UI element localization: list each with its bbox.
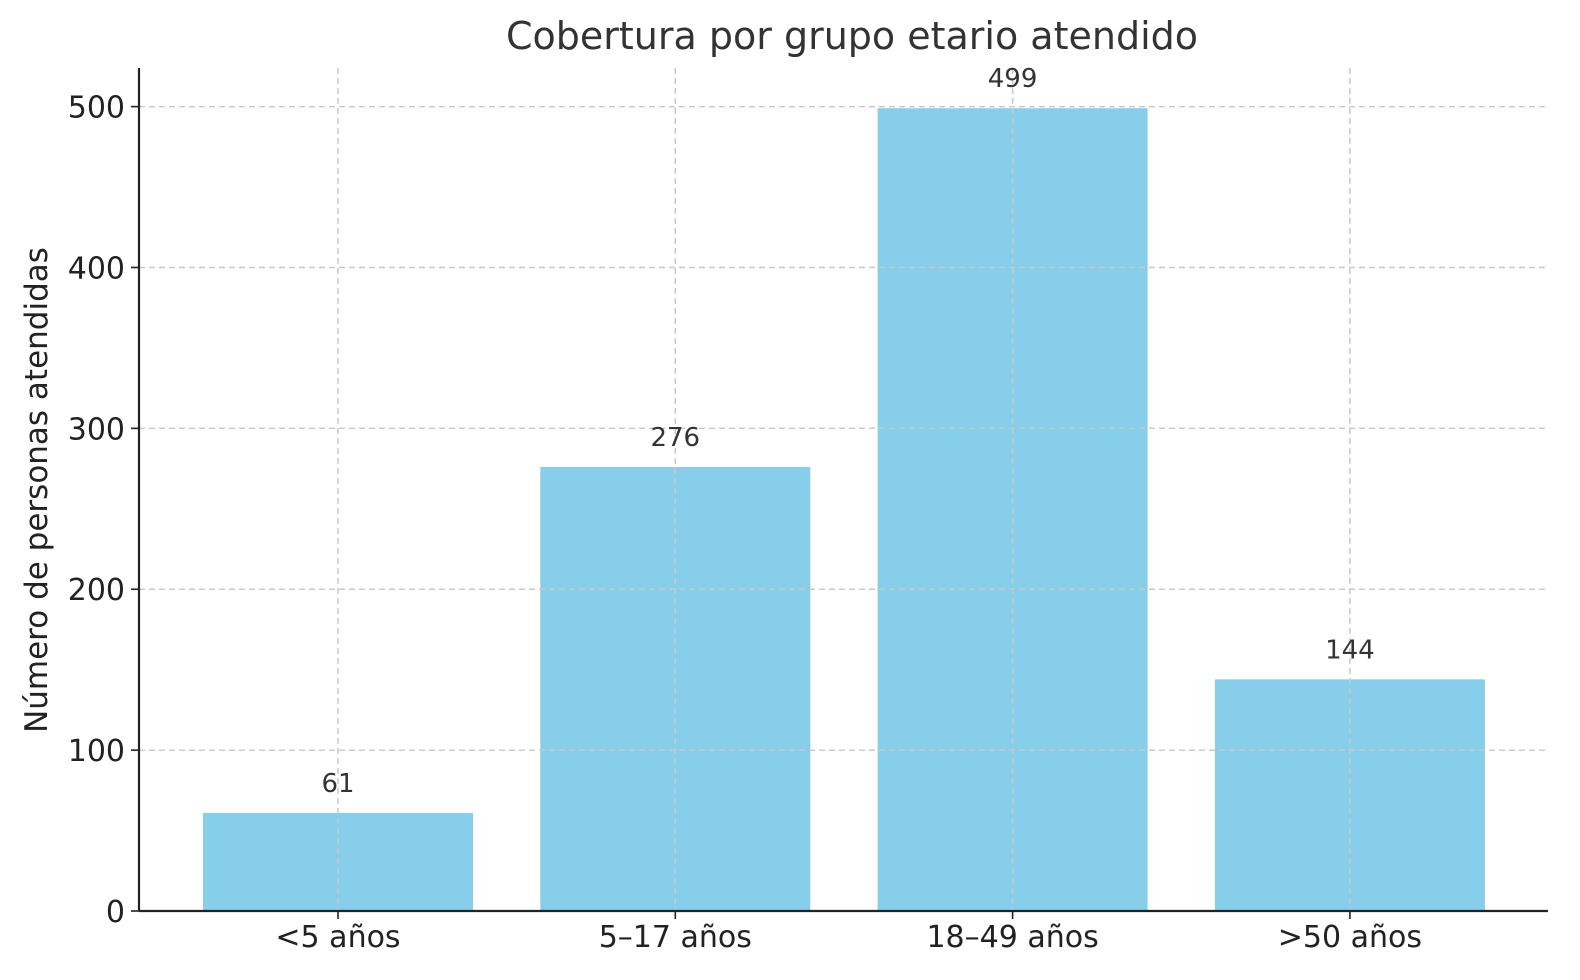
bars-layer <box>203 108 1485 911</box>
y-tick-label: 400 <box>68 251 125 286</box>
x-tick-label: >50 años <box>1278 920 1422 955</box>
data-label: 61 <box>321 769 354 799</box>
y-tick-label: 500 <box>68 91 125 126</box>
data-label: 499 <box>988 64 1038 94</box>
y-tick-label: 300 <box>68 412 125 447</box>
labels-layer: 0 100 200 300 400 500 <5 años 5–17 años 18–49 añ… <box>68 64 1422 955</box>
y-tick-label: 100 <box>68 734 125 769</box>
y-tick-label: 0 <box>106 895 125 930</box>
grid-layer <box>139 68 1548 911</box>
bar-3 <box>1214 679 1485 911</box>
y-tick-label: 200 <box>68 573 125 608</box>
x-tick-label: <5 años <box>275 920 400 955</box>
axes-layer <box>131 68 1548 919</box>
data-label: 276 <box>650 423 700 453</box>
chart-title: Cobertura por grupo etario atendido <box>506 14 1198 58</box>
data-label: 144 <box>1325 635 1375 665</box>
x-tick-label: 18–49 años <box>926 920 1098 955</box>
y-axis-label: Número de personas atendidas <box>19 247 55 733</box>
x-tick-label: 5–17 años <box>599 920 752 955</box>
